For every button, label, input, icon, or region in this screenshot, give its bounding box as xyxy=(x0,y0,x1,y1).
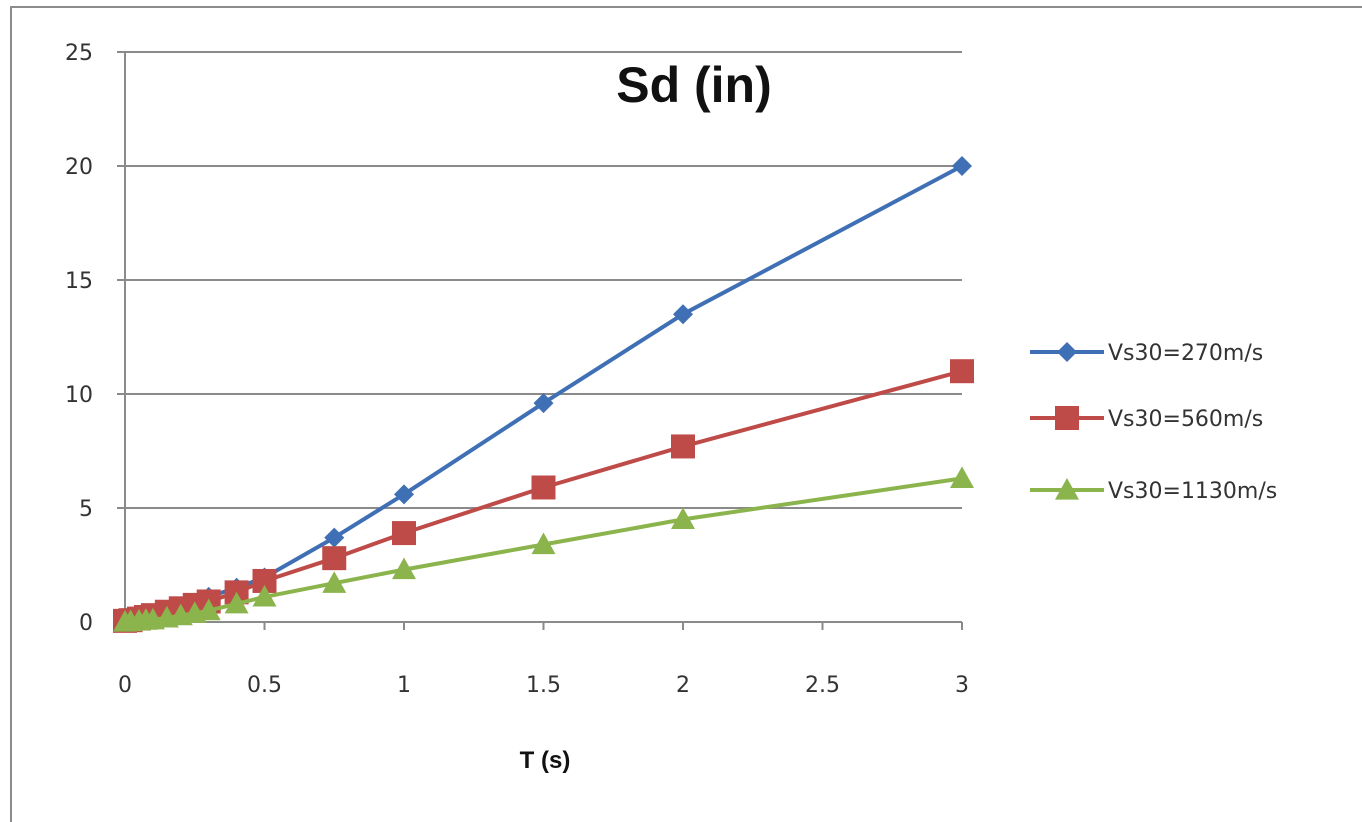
legend-label: Vs30=270m/s xyxy=(1108,341,1263,366)
data-point-square xyxy=(322,546,347,571)
series-triangle xyxy=(113,466,974,632)
chart-title: Sd (in) xyxy=(616,57,772,113)
x-tick-label: 2 xyxy=(676,673,690,698)
data-point-triangle xyxy=(252,584,277,607)
legend-item: Vs30=1130m/s xyxy=(1030,478,1277,504)
y-tick-label: 25 xyxy=(65,41,93,66)
data-point-triangle xyxy=(196,598,221,621)
data-point-triangle xyxy=(392,557,416,580)
data-point-square xyxy=(531,475,556,500)
x-axis-title: T (s) xyxy=(520,747,571,774)
data-point-triangle xyxy=(671,507,695,529)
data-point-square xyxy=(1055,406,1079,430)
data-point-triangle xyxy=(224,591,249,614)
data-point-triangle xyxy=(1055,478,1079,500)
series-group xyxy=(113,156,974,633)
gridlines xyxy=(125,51,962,509)
legend-item: Vs30=560m/s xyxy=(1030,406,1263,432)
data-point-square xyxy=(392,521,416,546)
x-tick-label: 3 xyxy=(955,673,969,698)
y-tick-label: 0 xyxy=(79,611,93,636)
data-point-triangle xyxy=(322,571,347,593)
legend-label: Vs30=1130m/s xyxy=(1108,479,1277,504)
y-tick-label: 10 xyxy=(65,383,93,408)
y-tick-label: 20 xyxy=(65,155,93,180)
data-point-diamond xyxy=(1057,342,1077,362)
data-point-square xyxy=(671,434,695,459)
data-point-diamond xyxy=(394,484,414,505)
data-point-diamond xyxy=(673,304,693,325)
x-tick-label: 1 xyxy=(397,673,411,698)
axes: 0 5 10 15 20 25 0 0.5 1 1.5 2 2.5 3 xyxy=(65,41,969,698)
legend-item: Vs30=270m/s xyxy=(1030,341,1263,366)
chart-area xyxy=(10,6,1362,822)
data-point-diamond xyxy=(533,393,554,414)
x-tick-label: 2.5 xyxy=(805,673,840,698)
legend: Vs30=270m/s Vs30=560m/s Vs30=1130m/s xyxy=(1030,341,1277,504)
data-point-diamond xyxy=(324,527,345,548)
y-tick-label: 5 xyxy=(79,497,93,522)
data-point-triangle xyxy=(531,532,556,555)
y-tick-label: 15 xyxy=(65,269,93,294)
legend-label: Vs30=560m/s xyxy=(1108,407,1263,432)
x-tick-label: 0.5 xyxy=(247,673,282,698)
data-point-diamond xyxy=(952,156,972,176)
data-point-triangle xyxy=(950,466,974,488)
x-tick-label: 0 xyxy=(118,673,132,698)
data-point-square xyxy=(950,359,974,384)
x-tick-label: 1.5 xyxy=(526,673,561,698)
